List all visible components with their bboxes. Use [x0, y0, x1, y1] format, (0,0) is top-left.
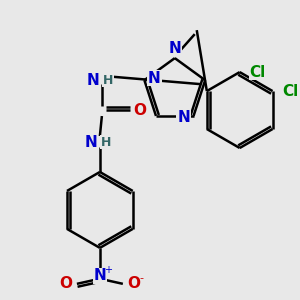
Text: N: N — [94, 268, 106, 283]
Text: -: - — [140, 273, 144, 283]
Text: Cl: Cl — [250, 64, 266, 80]
Text: O: O — [133, 103, 146, 118]
Text: O: O — [127, 276, 140, 291]
Text: H: H — [103, 74, 113, 87]
Text: N: N — [168, 40, 181, 56]
Text: N: N — [177, 110, 190, 125]
Text: N: N — [86, 73, 99, 88]
Text: N: N — [85, 134, 97, 149]
Text: H: H — [101, 136, 111, 148]
Text: O: O — [59, 276, 72, 291]
Text: +: + — [104, 265, 112, 275]
Text: N: N — [148, 71, 161, 86]
Text: Cl: Cl — [282, 84, 299, 99]
